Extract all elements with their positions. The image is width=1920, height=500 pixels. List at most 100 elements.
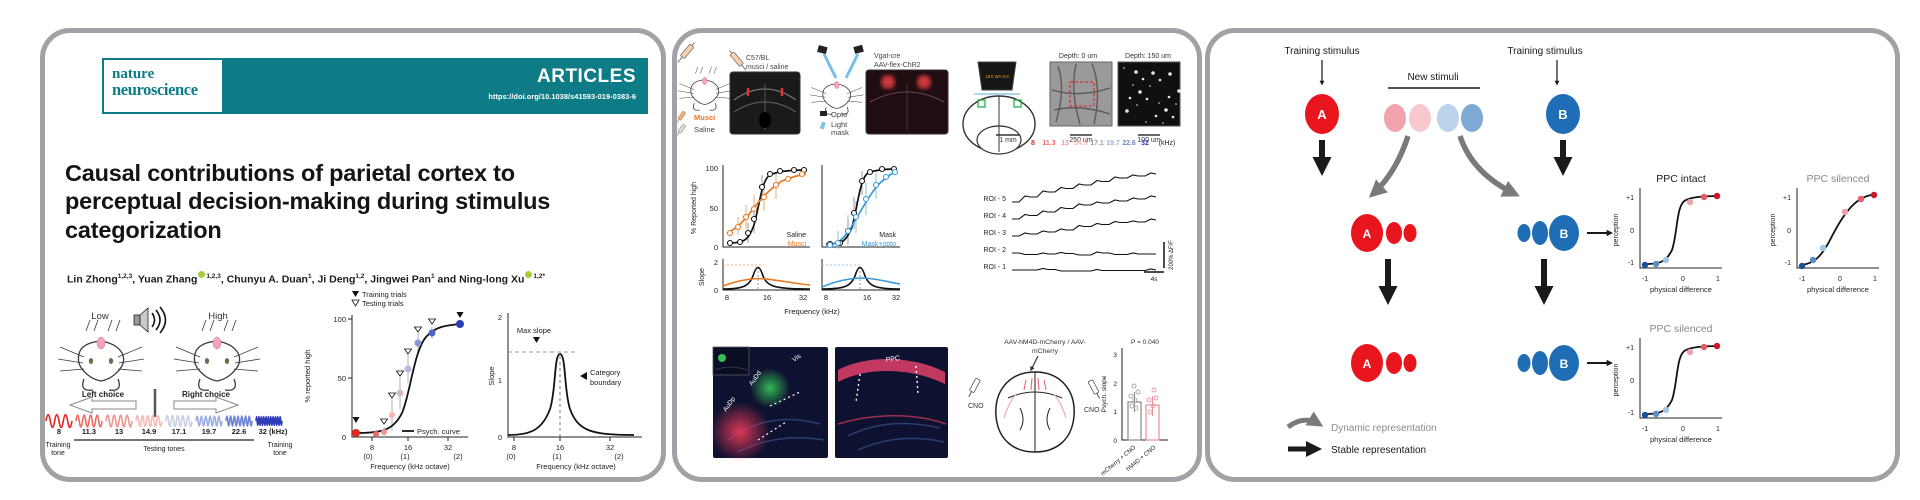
x-axis-label: Frequency (kHz) — [784, 307, 840, 316]
filled-triangle-icon — [352, 291, 359, 297]
fluorescence-section-image — [865, 69, 949, 135]
x-tick: 8 — [512, 443, 516, 452]
task-schematic-figure: Low High Left choice Right choice — [45, 306, 293, 457]
new-stimuli-ellipses — [1384, 104, 1483, 132]
ppc-silenced-late-plot: PPC silenced perception +1 0 -1 -1 0 1 p… — [1613, 323, 1722, 444]
data-points-black — [726, 166, 808, 247]
y-tick: 0 — [1787, 228, 1791, 235]
y-tick: -1 — [1628, 260, 1634, 267]
light-mask-label: mask — [831, 128, 849, 137]
group1-strain: C57/BL — [746, 55, 769, 62]
inactivation-psychometrics: % Reported high 100 50 0 Saline Musci — [691, 164, 900, 316]
legend-maskopto: Mask+opto — [862, 241, 897, 248]
author-list: Lin Zhong1,2,3, Yuan Zhang 1,2,3, Chunyu … — [67, 270, 652, 285]
training-tone-label: Training — [267, 442, 292, 449]
x-axis-label: physical difference — [1807, 285, 1869, 294]
stimulus-b-label: B — [1560, 357, 1569, 371]
psych-curve — [355, 323, 463, 434]
author-sep: , — [364, 273, 371, 285]
slope-plot: Slope 2 1 0 Max slope Category boundary … — [487, 313, 642, 471]
y-tick: 50 — [338, 374, 346, 383]
freq-label: 17.1 — [172, 427, 187, 436]
author-name: Chunyu A. Duan — [226, 273, 308, 285]
row2-red-group: A — [1351, 214, 1417, 252]
x-tick: 0 — [1681, 426, 1685, 433]
freq-label: 32 (kHz) — [259, 427, 288, 436]
y-tick: 3 — [1113, 352, 1117, 359]
x-tick: 1 — [1716, 426, 1720, 433]
scalebar-label: 250 um — [1069, 137, 1093, 144]
orcid-icon[interactable] — [525, 270, 533, 278]
author-affil: 1,2,3 — [206, 272, 221, 280]
right-choice-label: Right choice — [182, 390, 231, 399]
nature-neuroscience-logo: nature neuroscience — [102, 58, 224, 114]
new-stimuli-label: New stimuli — [1407, 72, 1458, 83]
octave-tick: (0) — [506, 452, 516, 461]
y-tick: 100 — [705, 164, 718, 173]
left-choice-arrow — [68, 396, 137, 414]
author-affil: 1,2* — [533, 272, 545, 280]
df-scale-label: 200% ΔF/F — [1169, 240, 1175, 270]
data-points — [352, 320, 464, 437]
surface-vessel-image — [1049, 61, 1113, 127]
author-name: Jingwei Pan — [370, 273, 431, 285]
trial-markers — [352, 312, 464, 425]
bar-category-label: mCherry + CNO — [1100, 445, 1137, 478]
dynamic-legend-arrow — [1286, 411, 1324, 430]
roi-row-label: ROI - 2 — [983, 247, 1006, 254]
curve-legend-label: Psych. curve — [417, 427, 460, 436]
open-triangle-icon — [351, 299, 360, 307]
y-tick: 2 — [1113, 381, 1117, 388]
training-stimulus-label: Training stimulus — [1284, 46, 1359, 57]
x-tick: -1 — [1799, 276, 1805, 283]
roi-calcium-traces: 8 11.3 13 14.9 17.1 19.7 22.6 32 (kHz) R… — [983, 140, 1175, 283]
ppc-silenced-plot: PPC silenced perception +1 0 -1 -1 0 1 p… — [1770, 173, 1879, 294]
x-tick: 32 — [444, 443, 452, 452]
training-stimulus-label: Training stimulus — [1507, 46, 1582, 57]
y-axis-label: % reported high — [303, 350, 312, 403]
window-marker — [977, 99, 986, 108]
virus-arrow — [1030, 355, 1039, 372]
opto-fiber-icon — [817, 45, 828, 55]
scalebar-label: 1 mm — [999, 137, 1017, 144]
psych-slope-bar-chart: Psych. slope 3 2 1 0 P = 0.040 mCherry +… — [1100, 339, 1168, 477]
perception-dots — [1641, 192, 1721, 269]
perception-dots — [1641, 342, 1721, 419]
musci-label: Musci — [694, 113, 715, 122]
author-affil: 1 — [307, 272, 312, 280]
journal-name-line1: nature — [112, 66, 155, 82]
freq-label: 22.6 — [232, 427, 247, 436]
roi-freq-label: 17.1 — [1090, 140, 1104, 147]
x-tick: 8 — [370, 443, 374, 452]
orcid-icon[interactable] — [198, 270, 206, 278]
light-beam — [822, 53, 838, 79]
x-tick: 32 — [892, 293, 900, 302]
boundary-arrow-icon — [580, 372, 587, 380]
x-tick: 16 — [404, 443, 412, 452]
dynamic-legend-label: Dynamic representation — [1331, 423, 1437, 434]
y-tick: -1 — [1628, 410, 1634, 417]
stimulus-b-label: B — [1560, 227, 1569, 241]
y-tick: 0 — [714, 286, 718, 295]
ppc-image: PPC — [835, 347, 948, 458]
dynamic-arrow — [1368, 135, 1411, 198]
doi-link[interactable]: https://doi.org/10.1038/s41593-019-0383-… — [488, 92, 636, 101]
x-tick: 1 — [1873, 276, 1877, 283]
plot-title: PPC silenced — [1649, 323, 1712, 335]
y-axis-label: % Reported high — [691, 182, 698, 234]
row3-blue-group: B — [1517, 345, 1579, 381]
roi-freq-label: 19.7 — [1106, 140, 1120, 147]
octave-tick: (2) — [453, 452, 463, 461]
slope-curve — [507, 353, 635, 436]
articles-label: ARTICLES — [537, 66, 636, 87]
chemogenetics-figure: AAV-hM4D-mCherry / AAV- mCherry CNO CNO … — [968, 339, 1168, 477]
articles-banner: ARTICLES https://doi.org/10.1038/s41593-… — [224, 58, 648, 114]
legend-testing: Testing trials — [362, 299, 404, 308]
y-tick: +1 — [1626, 195, 1634, 202]
x-tick: 0 — [1681, 276, 1685, 283]
representation-model: Training stimulus Training stimulus New … — [1284, 46, 1879, 457]
group1-treatment: musci / saline — [746, 64, 789, 71]
high-label: High — [208, 311, 228, 322]
roi-box — [1069, 81, 1095, 107]
author-affil: 1 — [430, 272, 435, 280]
